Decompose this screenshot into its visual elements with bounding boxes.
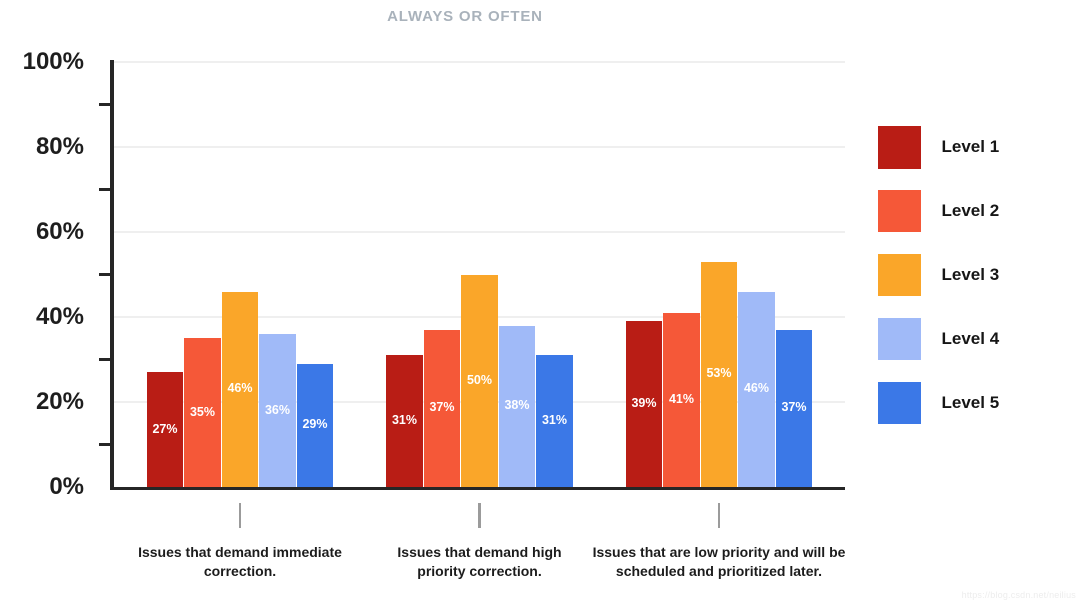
- legend-label: Level 1: [941, 137, 1000, 156]
- bar-level2-group3: [663, 312, 700, 487]
- gridline: [111, 146, 845, 148]
- legend-swatch: [878, 126, 921, 169]
- legend-label: Level 5: [941, 392, 1000, 412]
- category-label: Issues that demand immediate correction.: [138, 544, 342, 579]
- bar-value-label: 38%: [504, 398, 530, 413]
- gridline: [111, 231, 845, 233]
- y-axis-label: 80%: [35, 133, 84, 160]
- y-axis-tick: [99, 443, 113, 446]
- bar-value-label: 41%: [668, 391, 695, 406]
- y-axis-label: 20%: [35, 388, 84, 415]
- bar-level3-group3: [700, 261, 738, 487]
- bar-value-label: 31%: [391, 413, 418, 428]
- bar-level4-group2: [498, 325, 536, 487]
- legend-swatch: [878, 317, 921, 361]
- y-axis-tick: [99, 103, 113, 106]
- legend-label: Level 4: [941, 328, 1000, 348]
- y-axis-label: 40%: [35, 303, 84, 330]
- y-axis-tick: [99, 273, 113, 276]
- y-axis-label: 60%: [35, 218, 84, 245]
- bar-value-label: 46%: [227, 381, 253, 396]
- bar-level4-group1: [259, 334, 296, 487]
- x-axis-group-tick: [478, 503, 481, 528]
- y-axis-line: [110, 60, 114, 490]
- legend-label: Level 2: [941, 200, 1000, 220]
- legend-swatch: [878, 381, 921, 425]
- bar-value-label: 37%: [429, 400, 455, 415]
- bar-value-label: 53%: [706, 366, 732, 381]
- bar-level3-group1: [221, 291, 259, 487]
- y-axis-label: 100%: [22, 48, 84, 75]
- category-label: Issues that demand high priority correct…: [397, 544, 562, 579]
- legend-swatch: [878, 189, 921, 233]
- y-axis-tick: [99, 358, 113, 361]
- bar-level4-group3: [738, 291, 775, 487]
- bar-level5-group3: [775, 329, 813, 487]
- x-axis-line: [110, 486, 845, 490]
- bar-level1-group1: [146, 372, 184, 487]
- bar-value-label: 50%: [466, 372, 493, 387]
- legend-label: Level 3: [941, 264, 1000, 284]
- bar-value-label: 35%: [189, 404, 216, 419]
- bar-value-label: 29%: [302, 417, 328, 432]
- category-label: Issues that are low priority and will be…: [592, 544, 846, 579]
- bar-value-label: 31%: [541, 413, 568, 428]
- x-axis-group-tick: [717, 503, 721, 528]
- gridline: [111, 61, 845, 63]
- bar-value-label: 39%: [631, 396, 657, 411]
- bar-level2-group1: [184, 338, 221, 487]
- bar-level5-group2: [536, 355, 573, 487]
- x-axis-group-tick: [238, 503, 242, 528]
- legend-swatch: [878, 253, 921, 297]
- bar-level1-group3: [625, 321, 663, 487]
- bar-value-label: 36%: [264, 402, 291, 417]
- bar-level3-group2: [461, 274, 498, 487]
- bar-value-label: 46%: [743, 381, 770, 396]
- y-axis-tick: [99, 188, 113, 191]
- bar-level5-group1: [296, 363, 334, 487]
- bar-level1-group2: [386, 355, 423, 487]
- chart-title: ALWAYS OR OFTEN: [387, 8, 543, 25]
- watermark: https://blog.csdn.net/neilius: [961, 590, 1076, 600]
- bar-level2-group2: [423, 329, 461, 487]
- y-axis-label: 0%: [49, 473, 84, 500]
- bar-value-label: 37%: [781, 400, 807, 415]
- bar-value-label: 27%: [152, 421, 178, 436]
